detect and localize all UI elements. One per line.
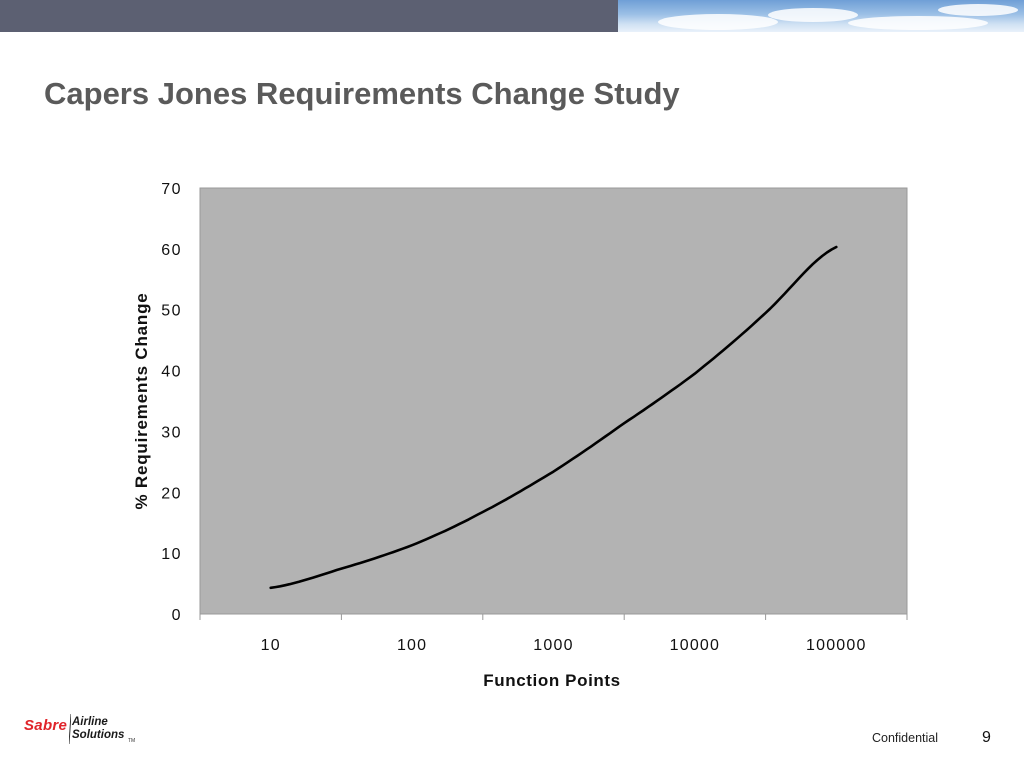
series-line (269, 245, 838, 590)
x-tick-label: 1000 (533, 637, 573, 654)
y-tick-label: 20 (161, 485, 182, 502)
x-tick-label: 10000 (670, 637, 721, 654)
cloud-shape (848, 16, 988, 30)
y-tick-label: 10 (161, 546, 182, 563)
y-tick-label: 70 (161, 181, 182, 198)
cloud-shape (658, 14, 778, 30)
page-number: 9 (982, 729, 991, 746)
y-tick-label: 30 (161, 424, 182, 441)
logo-line-2: Solutions (72, 729, 125, 741)
x-axis: 10 100 1000 10000 100000 (199, 613, 908, 654)
sabre-logo: Sabre Airline Solutions TM (24, 714, 144, 748)
y-axis: 0 10 20 30 40 50 60 70 (161, 181, 182, 624)
confidential-label: Confidential (872, 731, 939, 745)
cloud-shape (768, 8, 858, 22)
y-tick-label: 60 (161, 242, 182, 259)
x-axis-label: Function Points (483, 671, 620, 690)
logo-trademark: TM (128, 738, 136, 744)
x-tick-label: 10 (261, 637, 281, 654)
plot-area (199, 187, 908, 615)
y-tick-label: 50 (161, 303, 182, 320)
cloud-shape (938, 4, 1018, 16)
logo-brand-text: Sabre (24, 717, 68, 734)
y-tick-label: 40 (161, 364, 182, 381)
logo-divider (69, 714, 71, 744)
y-axis-label: % Requirements Change (132, 292, 151, 509)
y-tick-label: 0 (172, 607, 182, 624)
sky-banner-image (618, 0, 1024, 32)
x-tick-label: 100 (397, 637, 427, 654)
x-tick-label: 100000 (806, 637, 867, 654)
logo-line-1: Airline (72, 716, 108, 728)
requirements-change-chart: 0 10 20 30 40 50 60 70 10 100 1000 10000 100000 Fun… (132, 181, 908, 690)
slide-title: Capers Jones Requirements Change Study (44, 76, 680, 111)
